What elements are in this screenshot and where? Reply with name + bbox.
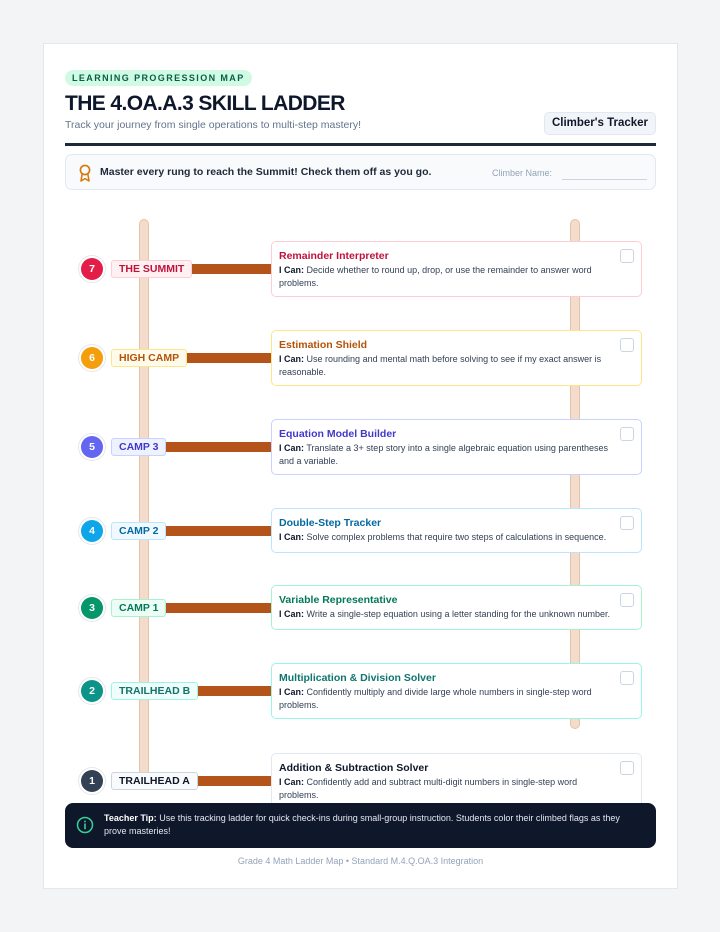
teacher-tip-body: Use this tracking ladder for quick check… [104, 813, 620, 836]
header-divider [65, 143, 656, 146]
skill-card: Remainder Interpreter I Can: Decide wheth… [271, 241, 642, 297]
skill-card: Addition & Subtraction Solver I Can: Conf… [271, 753, 642, 809]
skill-title: Equation Model Builder [279, 428, 397, 440]
ladder-rung [149, 264, 273, 274]
ladder-rung [149, 776, 273, 786]
teacher-tip: Teacher Tip: Use this tracking ladder fo… [65, 803, 656, 848]
worksheet: LEARNING PROGRESSION MAP THE 4.OA.A.3 SK… [43, 43, 678, 889]
rung-level-tag: HIGH CAMP [111, 349, 188, 367]
rung-level-tag: CAMP 2 [111, 521, 167, 540]
i-can-label: I Can: [279, 532, 305, 542]
rung-number-badge: 5 [81, 436, 103, 458]
i-can-label: I Can: [279, 354, 305, 364]
rung-number-badge: 2 [81, 680, 103, 702]
rung-level-tag: CAMP 1 [111, 598, 167, 617]
rung-level-tag: CAMP 3 [111, 438, 167, 456]
i-can-statement: Solve complex problems that require two … [306, 532, 607, 542]
i-can-statement: Write a single-step equation using a let… [306, 609, 611, 619]
skill-card: Estimation Shield I Can: Use rounding and… [271, 330, 642, 386]
kicker-badge: LEARNING PROGRESSION MAP [65, 70, 252, 86]
rung-number-badge: 1 [81, 770, 103, 792]
ladder-rung [149, 525, 273, 536]
skill-description: I Can: Solve complex problems that requi… [279, 531, 619, 544]
i-can-label: I Can: [279, 777, 305, 787]
rung-level-tag: TRAILHEAD A [111, 772, 198, 790]
climber-name-field[interactable] [562, 179, 647, 180]
ladder-rung [149, 602, 273, 613]
banner-message: Master every rung to reach the Summit! C… [100, 166, 432, 178]
page-footer: Grade 4 Math Ladder Map • Standard M.4.Q… [237, 856, 484, 866]
skill-card: Double-Step Tracker I Can: Solve complex … [271, 508, 642, 553]
skill-title: Remainder Interpreter [279, 250, 389, 262]
mastery-checkbox[interactable] [620, 338, 634, 352]
instruction-banner: Master every rung to reach the Summit! C… [65, 154, 656, 190]
mastery-checkbox[interactable] [620, 249, 634, 263]
i-can-statement: Confidently multiply and divide large wh… [279, 687, 592, 710]
skill-title: Multiplication & Division Solver [279, 672, 436, 684]
skill-title: Addition & Subtraction Solver [279, 762, 429, 774]
rung-number-badge: 4 [81, 519, 103, 542]
skill-title: Estimation Shield [279, 339, 368, 351]
climber-name-label: Climber Name: [492, 168, 553, 178]
mastery-checkbox[interactable] [620, 761, 634, 775]
skill-card: Variable Representative I Can: Write a si… [271, 585, 642, 630]
info-circle-icon [76, 816, 94, 834]
i-can-label: I Can: [279, 609, 305, 619]
skill-description: I Can: Confidently multiply and divide l… [279, 686, 619, 711]
ladder-rung [149, 353, 273, 363]
i-can-label: I Can: [279, 687, 305, 697]
teacher-tip-label: Teacher Tip: [104, 813, 157, 823]
i-can-statement: Confidently add and subtract multi-digit… [279, 777, 578, 800]
skill-description: I Can: Decide whether to round up, drop,… [279, 264, 619, 289]
mastery-checkbox[interactable] [620, 427, 634, 441]
rung-number-badge: 6 [81, 347, 103, 369]
skill-title: Variable Representative [279, 594, 398, 606]
skill-title: Double-Step Tracker [279, 517, 382, 529]
skill-card: Equation Model Builder I Can: Translate a… [271, 419, 642, 475]
skill-card: Multiplication & Division Solver I Can: C… [271, 663, 642, 719]
ladder-rung [149, 442, 273, 452]
skill-description: I Can: Confidently add and subtract mult… [279, 776, 619, 801]
ladder-rung [149, 686, 273, 696]
mastery-checkbox[interactable] [620, 593, 634, 607]
skill-description: I Can: Write a single-step equation usin… [279, 608, 619, 621]
teacher-tip-text: Teacher Tip: Use this tracking ladder fo… [104, 812, 639, 837]
skill-description: I Can: Use rounding and mental math befo… [279, 353, 619, 378]
i-can-statement: Decide whether to round up, drop, or use… [279, 265, 592, 288]
page-title: THE 4.OA.A.3 SKILL LADDER [65, 92, 345, 115]
rung-number-badge: 7 [81, 258, 103, 280]
i-can-label: I Can: [279, 443, 305, 453]
rung-level-tag: TRAILHEAD B [111, 682, 199, 700]
award-ribbon-icon [79, 164, 91, 182]
page-subtitle: Track your journey from single operation… [65, 119, 362, 131]
climbers-tracker-button[interactable]: Climber's Tracker [544, 112, 656, 135]
i-can-label: I Can: [279, 265, 305, 275]
mastery-checkbox[interactable] [620, 671, 634, 685]
rung-number-badge: 3 [81, 596, 103, 619]
i-can-statement: Use rounding and mental math before solv… [279, 354, 602, 377]
rung-level-tag: THE SUMMIT [111, 260, 193, 278]
skill-description: I Can: Translate a 3+ step story into a … [279, 442, 619, 467]
mastery-checkbox[interactable] [620, 516, 634, 530]
i-can-statement: Translate a 3+ step story into a single … [279, 443, 608, 466]
